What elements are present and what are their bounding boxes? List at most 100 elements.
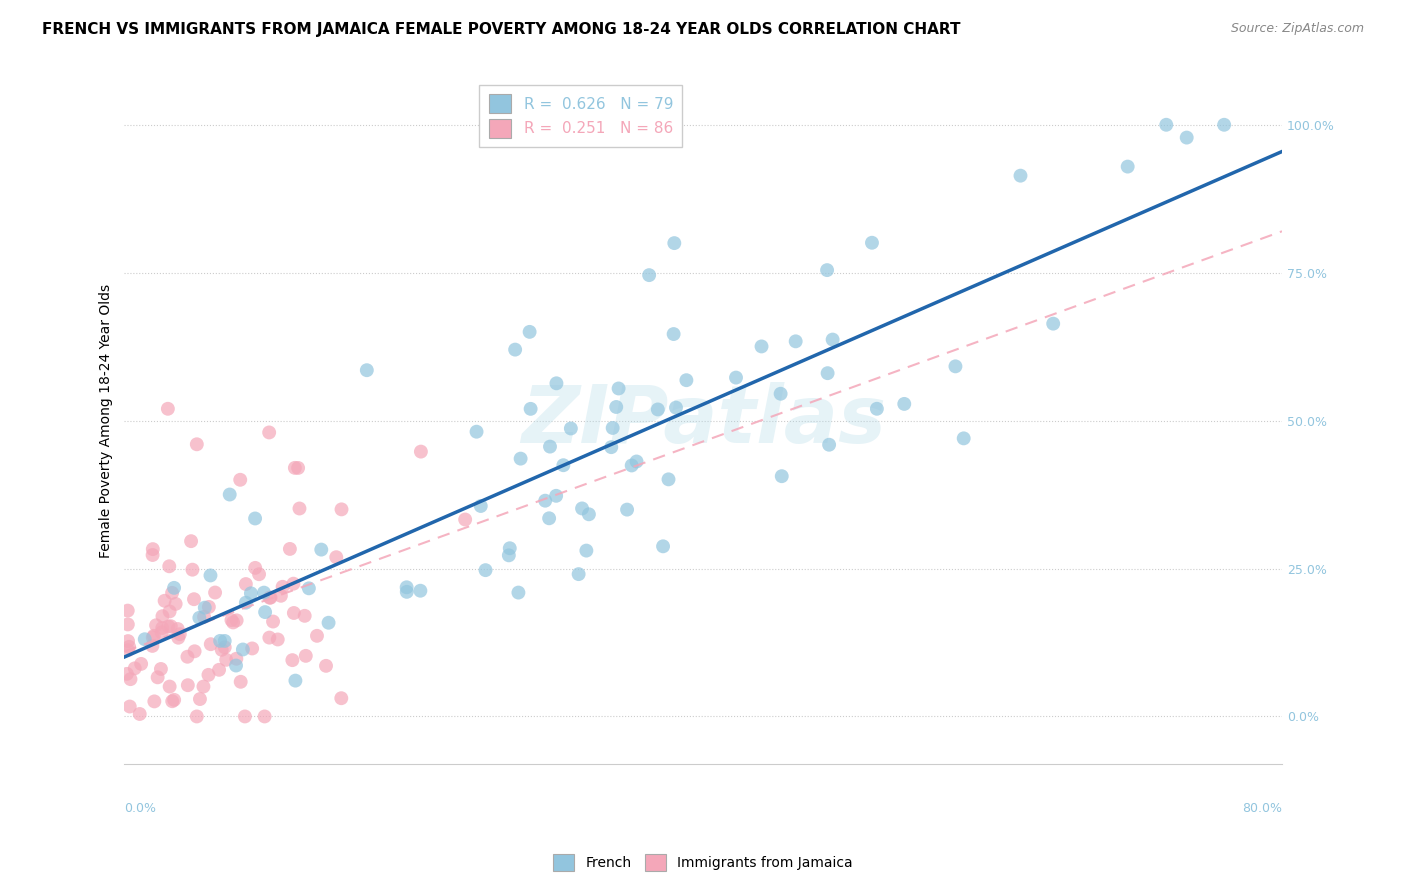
Point bbox=[470, 499, 492, 513]
Point bbox=[188, 692, 211, 706]
Point bbox=[259, 591, 281, 605]
Point bbox=[474, 563, 496, 577]
Point bbox=[162, 694, 184, 708]
Point bbox=[128, 706, 150, 721]
Text: Source: ZipAtlas.com: Source: ZipAtlas.com bbox=[1230, 22, 1364, 36]
Point bbox=[1042, 317, 1064, 331]
Point bbox=[142, 542, 165, 557]
Point bbox=[157, 559, 180, 574]
Point bbox=[769, 386, 792, 401]
Point bbox=[553, 458, 575, 473]
Point bbox=[186, 437, 208, 451]
Point bbox=[1154, 118, 1177, 132]
Point bbox=[245, 561, 267, 575]
Point bbox=[163, 581, 186, 595]
Point bbox=[1116, 160, 1139, 174]
Point bbox=[952, 431, 974, 445]
Point bbox=[519, 325, 541, 339]
Point bbox=[271, 580, 294, 594]
Point bbox=[356, 363, 378, 377]
Point bbox=[117, 617, 139, 632]
Point bbox=[259, 631, 281, 645]
Point bbox=[117, 643, 139, 657]
Point bbox=[395, 585, 418, 599]
Point bbox=[257, 425, 280, 440]
Point bbox=[568, 567, 591, 582]
Point bbox=[454, 512, 477, 526]
Point bbox=[893, 397, 915, 411]
Point bbox=[571, 501, 593, 516]
Point bbox=[143, 694, 166, 708]
Point bbox=[243, 511, 266, 525]
Text: 80.0%: 80.0% bbox=[1241, 802, 1282, 814]
Point bbox=[508, 585, 530, 599]
Point bbox=[305, 629, 328, 643]
Point bbox=[186, 709, 208, 723]
Point bbox=[1175, 130, 1198, 145]
Point bbox=[229, 674, 252, 689]
Point bbox=[208, 663, 231, 677]
Point bbox=[118, 640, 141, 654]
Point bbox=[284, 461, 307, 475]
Point bbox=[117, 634, 139, 648]
Point bbox=[602, 421, 624, 435]
Point bbox=[498, 549, 520, 563]
Point bbox=[546, 489, 568, 503]
Point bbox=[247, 567, 270, 582]
Point bbox=[785, 334, 807, 349]
Point bbox=[120, 672, 142, 686]
Point bbox=[281, 653, 304, 667]
Point bbox=[225, 652, 247, 666]
Point bbox=[167, 631, 190, 645]
Point bbox=[233, 709, 256, 723]
Point bbox=[149, 662, 172, 676]
Point bbox=[183, 592, 205, 607]
Point bbox=[311, 542, 333, 557]
Point bbox=[647, 402, 669, 417]
Point bbox=[193, 610, 215, 624]
Point bbox=[200, 637, 222, 651]
Point bbox=[330, 502, 353, 516]
Point bbox=[262, 615, 284, 629]
Point bbox=[294, 608, 316, 623]
Point bbox=[267, 632, 290, 647]
Point bbox=[240, 641, 263, 656]
Point bbox=[152, 609, 174, 624]
Point bbox=[538, 440, 561, 454]
Point bbox=[657, 472, 679, 486]
Point bbox=[253, 585, 276, 599]
Point bbox=[153, 594, 176, 608]
Point bbox=[409, 583, 432, 598]
Point bbox=[209, 634, 232, 648]
Point bbox=[142, 629, 165, 643]
Point bbox=[142, 631, 165, 645]
Point bbox=[815, 263, 838, 277]
Point bbox=[150, 625, 173, 640]
Point bbox=[575, 543, 598, 558]
Point bbox=[146, 670, 169, 684]
Point bbox=[538, 511, 561, 525]
Point bbox=[124, 661, 146, 675]
Point bbox=[465, 425, 488, 439]
Text: ZIPatlas: ZIPatlas bbox=[520, 382, 886, 459]
Point bbox=[145, 618, 167, 632]
Point bbox=[225, 658, 247, 673]
Point bbox=[818, 438, 841, 452]
Point bbox=[770, 469, 793, 483]
Point bbox=[183, 644, 205, 658]
Point bbox=[395, 580, 418, 594]
Point bbox=[150, 621, 173, 635]
Point bbox=[866, 401, 889, 416]
Point bbox=[157, 619, 180, 633]
Point bbox=[156, 401, 179, 416]
Point bbox=[675, 373, 697, 387]
Point bbox=[232, 642, 254, 657]
Point bbox=[652, 539, 675, 553]
Point bbox=[160, 586, 183, 600]
Point bbox=[188, 611, 211, 625]
Point bbox=[239, 586, 262, 600]
Point bbox=[193, 680, 215, 694]
Point bbox=[118, 699, 141, 714]
Point bbox=[198, 599, 221, 614]
Point bbox=[409, 444, 432, 458]
